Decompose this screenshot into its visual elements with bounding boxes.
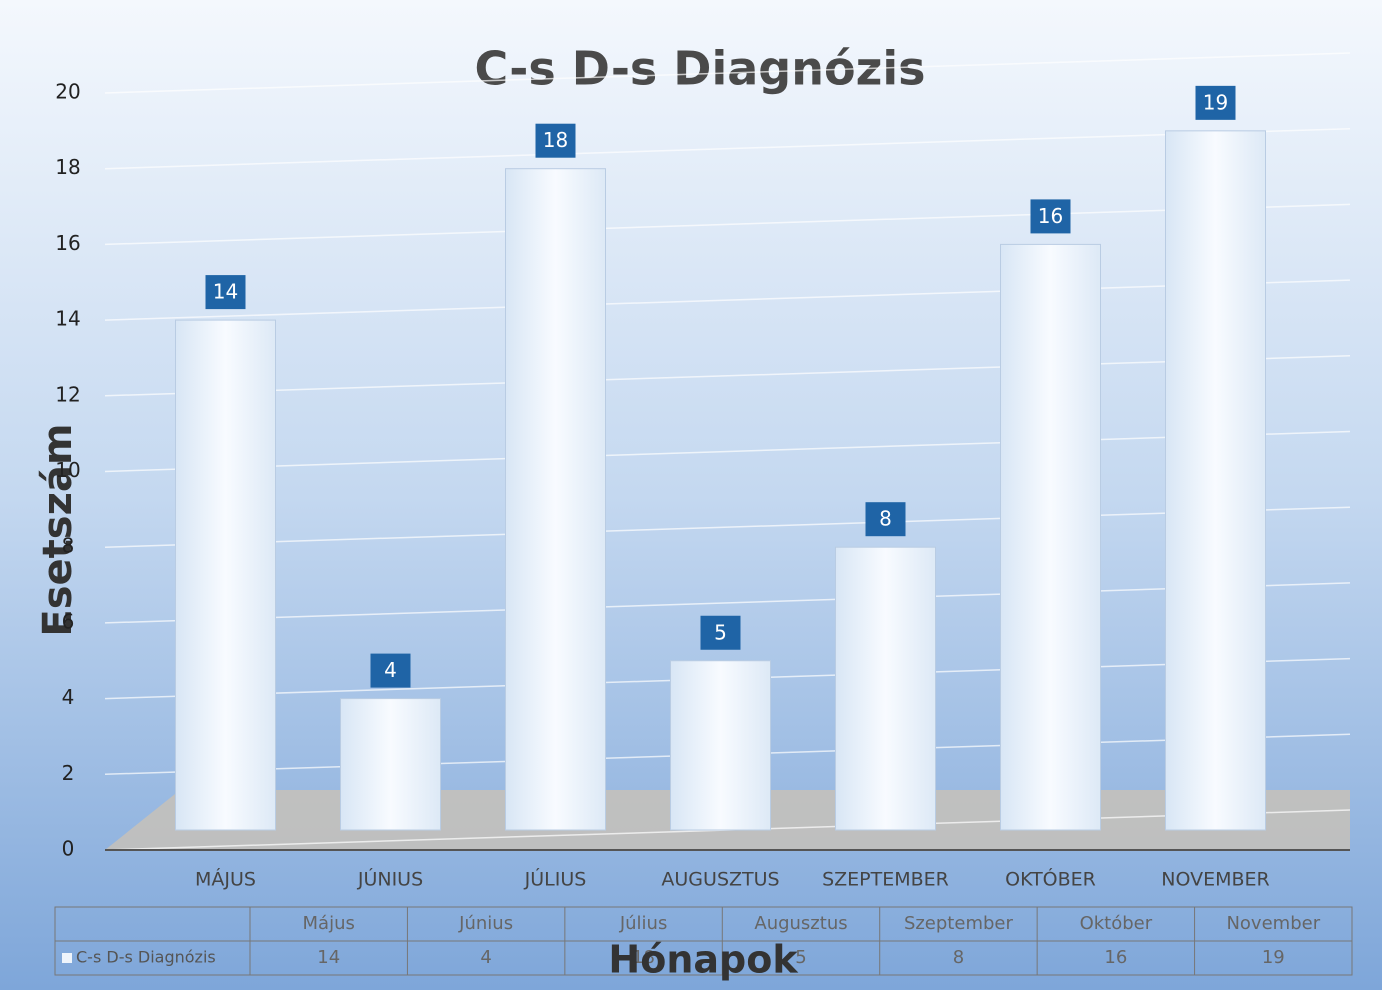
- data-label: 14: [213, 280, 238, 304]
- table-value: 16: [1104, 947, 1127, 968]
- table-header: November: [1226, 913, 1320, 934]
- bar: [1000, 243, 1101, 831]
- grid-line: [104, 127, 1351, 170]
- data-label-box: [205, 275, 246, 310]
- grid-line: [104, 355, 1351, 397]
- y-tick-label: 16: [55, 231, 80, 255]
- data-label: 4: [384, 658, 397, 682]
- y-tick-label: 8: [62, 534, 75, 558]
- table-header: Szeptember: [904, 913, 1014, 934]
- bar: [835, 546, 936, 831]
- table-header: Augusztus: [754, 913, 847, 934]
- y-tick-label: 0: [62, 837, 75, 861]
- data-label: 8: [879, 507, 892, 531]
- table-header: Június: [458, 913, 513, 934]
- data-label-box: [370, 653, 411, 688]
- table-header: Október: [1080, 913, 1153, 934]
- table-value: 14: [317, 947, 340, 968]
- legend-label: C-s D-s Diagnózis: [76, 948, 216, 967]
- table-value: 8: [953, 947, 964, 968]
- y-tick-label: 14: [55, 307, 80, 331]
- data-label-box: [1195, 85, 1236, 120]
- y-tick-label: 4: [62, 685, 75, 709]
- bar: [670, 660, 771, 831]
- data-label-box: [700, 615, 741, 650]
- table-value: 19: [1262, 947, 1285, 968]
- data-label: 18: [543, 128, 568, 152]
- bar: [340, 698, 441, 831]
- grid-line: [104, 506, 1351, 548]
- grid-line: [104, 203, 1351, 246]
- data-label: 5: [714, 620, 727, 644]
- x-tick-label: SZEPTEMBER: [822, 869, 949, 891]
- table-value: 4: [480, 947, 491, 968]
- bar: [175, 319, 276, 831]
- data-label-box: [535, 123, 576, 158]
- data-label-box: [1030, 199, 1071, 234]
- table-header: Május: [303, 913, 355, 934]
- grid-line: [104, 279, 1351, 321]
- x-tick-label: JÚLIUS: [524, 867, 587, 891]
- legend-swatch: [62, 953, 72, 963]
- grid-line: [104, 430, 1351, 473]
- y-tick-label: 6: [62, 609, 75, 633]
- grid-line: [104, 52, 1351, 94]
- x-tick-label: NOVEMBER: [1161, 869, 1269, 891]
- y-axis-label: Esetszám: [35, 423, 81, 636]
- x-tick-label: OKTÓBER: [1005, 867, 1096, 891]
- x-tick-label: JÚNIUS: [357, 867, 423, 891]
- bar: [1165, 130, 1266, 831]
- table-header: Július: [619, 913, 668, 934]
- x-tick-label: MÁJUS: [195, 868, 256, 891]
- data-label-box: [865, 502, 906, 537]
- x-tick-label: AUGUSZTUS: [661, 869, 779, 891]
- y-tick-label: 12: [55, 382, 80, 406]
- y-tick-label: 10: [55, 458, 80, 482]
- data-label: 16: [1038, 204, 1063, 228]
- data-label: 19: [1203, 90, 1228, 114]
- grid-line: [104, 582, 1351, 624]
- y-tick-label: 2: [62, 761, 75, 785]
- bar: [505, 168, 606, 831]
- y-tick-label: 18: [55, 155, 80, 179]
- table-value: 18: [632, 947, 655, 968]
- x-axis-label: Hónapok: [608, 938, 798, 982]
- y-tick-label: 20: [55, 80, 80, 104]
- table-value: 5: [795, 947, 806, 968]
